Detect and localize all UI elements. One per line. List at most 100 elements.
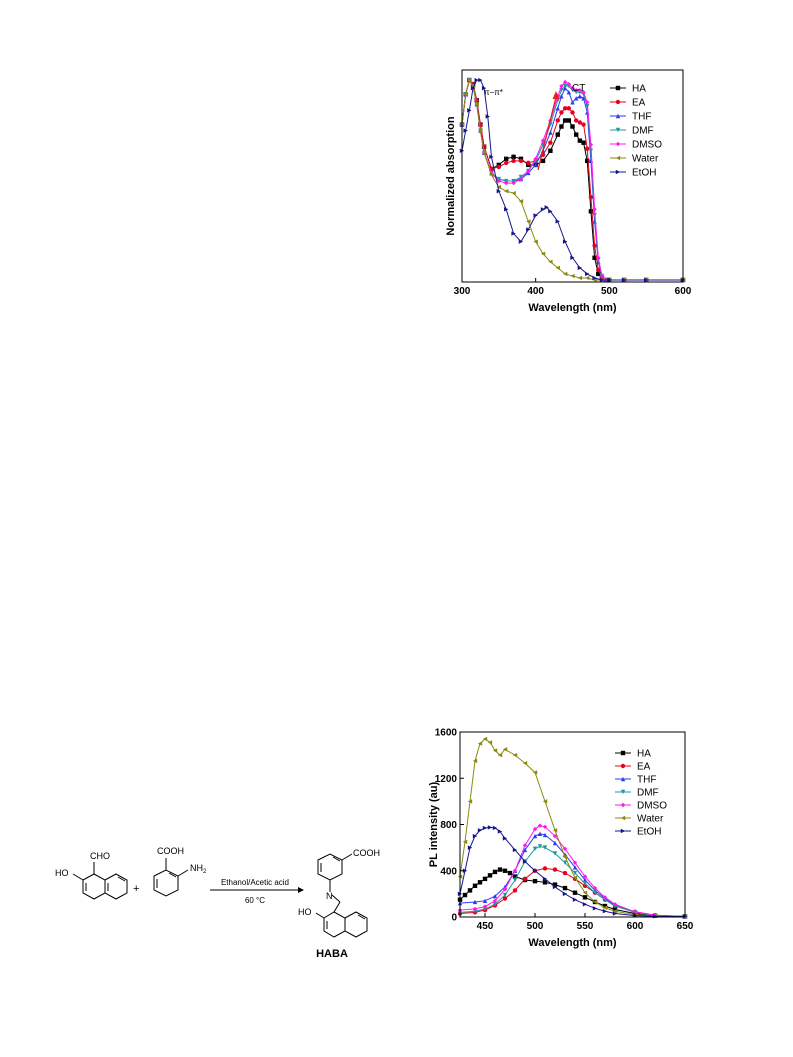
pl-point-etoh xyxy=(502,836,508,841)
pl-point-dmso xyxy=(612,902,618,907)
reaction-arrowhead xyxy=(298,887,304,893)
pl-point-water xyxy=(467,799,473,804)
pl-point-thf xyxy=(482,898,488,904)
pl-point-dmf xyxy=(562,860,568,865)
absorption-legend-label: EtOH xyxy=(632,168,656,179)
pl-point-ha xyxy=(462,892,468,898)
pl-x-axis-label: Wavelength (nm) xyxy=(528,937,617,949)
pl-point-etoh xyxy=(572,897,578,902)
absorption-legend-label: HA xyxy=(632,84,646,95)
absorption-point-dmso xyxy=(540,138,546,143)
pl-point-thf xyxy=(582,877,588,883)
absorption-legend-marker xyxy=(615,141,621,147)
absorption-point-etoh xyxy=(489,154,494,160)
pl-x-tick-label: 550 xyxy=(577,921,594,932)
absorption-point-etoh xyxy=(585,271,590,277)
pl-point-thf xyxy=(492,893,498,899)
pl-point-dmso xyxy=(537,823,543,828)
pl-point-dmso xyxy=(542,824,548,830)
absorption-point-etoh xyxy=(555,219,560,224)
pl-point-ea xyxy=(542,866,548,871)
absorption-legend: HA EA THF DMF DMSO Water EtOH xyxy=(610,84,662,179)
ct-arrowhead xyxy=(552,91,560,99)
pl-point-ha xyxy=(472,883,478,888)
pl-point-dmf xyxy=(492,902,498,907)
absorption-frame xyxy=(461,69,684,283)
absorption-point-water xyxy=(526,219,531,224)
absorption-legend-marker xyxy=(615,169,621,175)
absorption-point-ea xyxy=(596,267,601,273)
absorption-point-water xyxy=(592,277,597,283)
absorption-line-etoh xyxy=(461,79,683,281)
absorption-point-water xyxy=(489,172,494,178)
absorption-legend-marker xyxy=(615,127,621,133)
absorption-legend-label: Water xyxy=(632,154,659,165)
pl-point-water xyxy=(612,909,618,914)
absorption-line-thf xyxy=(461,78,683,281)
pl-point-dmso xyxy=(552,833,558,839)
absorption-point-ea xyxy=(573,118,579,123)
pl-line-ea xyxy=(459,867,686,917)
absorption-point-ha xyxy=(540,158,546,164)
plus-sign: + xyxy=(133,883,139,895)
pl-point-ea xyxy=(552,867,558,872)
absorption-legend-label: DMF xyxy=(632,126,654,137)
pl-point-dmso xyxy=(592,885,598,891)
absorption-point-dmso xyxy=(585,100,590,105)
pl-point-thf xyxy=(542,832,548,838)
pl-point-ha xyxy=(492,869,498,875)
pl-point-ha xyxy=(552,882,558,887)
pl-legend-marker xyxy=(620,802,626,808)
pl-line-ha xyxy=(459,869,686,917)
absorption-point-ha xyxy=(581,140,586,145)
absorption-series-dmso xyxy=(459,77,686,283)
absorption-point-thf xyxy=(570,100,575,105)
absorption-line-ea xyxy=(461,79,683,281)
pl-point-etoh xyxy=(472,833,478,839)
absorption-line-water xyxy=(461,78,683,281)
pl-point-ha xyxy=(532,878,538,884)
pl-point-etoh xyxy=(612,911,618,916)
reactant-cooh-label: COOH xyxy=(157,846,184,856)
absorption-x-tick-label: 500 xyxy=(601,286,618,297)
pl-point-dmso xyxy=(522,843,528,848)
pl-legend-marker xyxy=(620,763,626,769)
pl-point-ha xyxy=(562,885,568,891)
absorption-point-ha xyxy=(570,124,575,129)
absorption-point-etoh xyxy=(526,227,531,232)
absorption-series-etoh xyxy=(459,77,686,283)
pl-series-ha xyxy=(457,867,688,919)
pl-intensity-chart: 450 500 550 600 650 0 400 800 1200 1600 Wavelength… xyxy=(428,728,694,950)
absorption-series-ha xyxy=(459,77,686,283)
pl-point-thf xyxy=(552,840,558,846)
pl-point-water xyxy=(477,741,483,746)
pl-point-water xyxy=(552,828,558,833)
absorption-point-ea xyxy=(511,158,516,164)
pl-point-water xyxy=(532,770,538,775)
absorption-legend-marker xyxy=(615,113,621,119)
pl-point-water xyxy=(522,761,528,766)
pl-frame xyxy=(459,731,686,918)
pl-point-dmso xyxy=(572,860,578,865)
absorption-point-ha xyxy=(559,124,564,129)
absorption-point-ha xyxy=(596,271,601,277)
absorption-series-dmf xyxy=(459,77,686,283)
absorption-point-ha xyxy=(566,118,572,123)
pl-series-dmso xyxy=(457,823,688,919)
pl-point-ha xyxy=(612,907,618,912)
absorption-legend-label: EA xyxy=(632,98,646,109)
pl-point-ea xyxy=(522,876,528,882)
absorption-annotation-pi-pi: π−π* xyxy=(484,88,503,97)
absorption-point-water xyxy=(496,184,502,190)
pl-y-tick-label: 400 xyxy=(440,866,457,877)
absorption-point-dmso xyxy=(504,180,509,186)
absorption-point-water xyxy=(585,275,590,281)
absorption-point-ea xyxy=(504,160,509,166)
absorption-point-etoh xyxy=(548,209,553,214)
absorption-legend-marker xyxy=(615,99,621,105)
absorption-line-dmf xyxy=(461,78,683,281)
absorption-point-ea xyxy=(592,243,597,248)
absorption-point-water xyxy=(577,275,583,281)
absorption-legend-marker xyxy=(615,85,621,91)
absorption-point-etoh xyxy=(518,239,524,244)
